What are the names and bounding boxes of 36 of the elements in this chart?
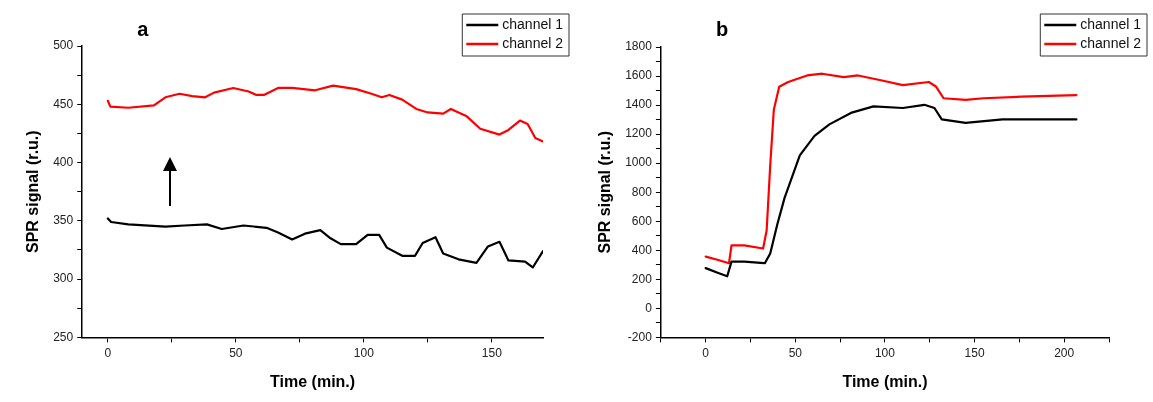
y-axis-title: SPR signal (r.u.): [596, 130, 614, 254]
y-tick-label: 600: [631, 213, 653, 228]
x-tick-label: 50: [788, 345, 803, 360]
x-tick-label: 0: [104, 345, 112, 360]
x-tick-label: 0: [702, 345, 710, 360]
y-tick-label: 1200: [625, 126, 653, 141]
y-tick-label: 1400: [625, 97, 653, 112]
y-tick-label: 300: [53, 271, 74, 286]
chart-title: b: [715, 17, 729, 40]
legend-label: channel 1: [502, 15, 564, 32]
y-tick-label: 1600: [625, 68, 653, 83]
y-tick-label: 0: [645, 300, 653, 315]
y-tick-label: 400: [631, 242, 653, 257]
y-tick-label: 400: [53, 154, 74, 169]
y-tick-label: 800: [631, 184, 653, 199]
y-axis-title: SPR signal (r.u.): [24, 130, 42, 254]
legend-label: channel 2: [1080, 34, 1142, 51]
legend-label: channel 1: [1080, 15, 1142, 32]
x-tick-label: 150: [964, 345, 985, 360]
y-tick-label: 250: [53, 329, 74, 344]
x-axis-title: Time (min.): [270, 372, 356, 390]
y-tick-label: 200: [631, 271, 653, 286]
y-tick-label: 350: [53, 213, 74, 228]
x-tick-label: 50: [229, 345, 243, 360]
y-tick-label: 1000: [625, 155, 653, 170]
legend-label: channel 2: [502, 34, 564, 51]
y-tick-label: 450: [53, 96, 74, 111]
y-tick-label: 1800: [625, 39, 653, 54]
x-tick-label: 100: [874, 345, 896, 360]
x-tick-label: 200: [1054, 345, 1075, 360]
x-axis-title: Time (min.): [842, 372, 928, 390]
x-tick-label: 150: [481, 345, 503, 360]
y-tick-label: -200: [627, 329, 653, 344]
chart-title: a: [137, 17, 150, 40]
x-tick-label: 100: [353, 345, 375, 360]
y-tick-label: 500: [53, 38, 74, 53]
